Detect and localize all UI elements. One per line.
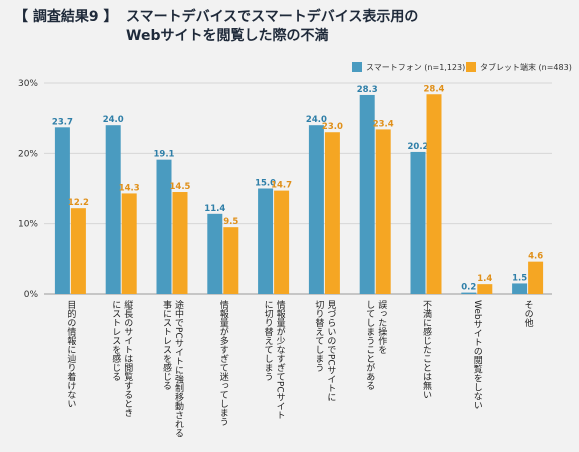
data-label: 28.4 <box>424 84 445 94</box>
data-label: 14.7 <box>271 181 292 191</box>
data-label: 28.3 <box>357 85 378 95</box>
bar-smartphone <box>410 151 426 294</box>
legend-swatch <box>352 62 362 72</box>
x-tick-label: 情報量が少なすぎてPCサイト に切り替えてしまう <box>262 300 285 420</box>
x-tick-label: 見づらいのでPCサイトに 切り替えてしまう <box>313 300 336 402</box>
data-label: 0.2 <box>461 283 476 293</box>
bar-tablet <box>477 284 493 294</box>
data-label: 15.0 <box>255 179 276 189</box>
data-label: 24.0 <box>306 115 327 125</box>
data-label: 12.2 <box>68 198 89 208</box>
x-tick-label: 目的の情報に辿り着けない <box>65 300 76 408</box>
y-tick-label: 20% <box>18 149 38 159</box>
x-tick-label: 途中でPCサイトに強制移動される 事にストレスを感じる <box>161 300 183 438</box>
bar-tablet <box>528 261 544 294</box>
bar-smartphone <box>54 127 70 294</box>
x-tick-label: 縦長のサイトは閲覧するとき にストレスを感じる <box>110 300 133 417</box>
bar-tablet <box>375 129 391 294</box>
bar-smartphone <box>258 188 274 294</box>
bar-tablet <box>172 192 188 294</box>
x-tick-label: Webサイトの閲覧をしない <box>471 300 482 410</box>
title-line-2: Webサイトを閲覧した際の不満 <box>126 28 329 44</box>
bar-smartphone <box>308 125 324 294</box>
data-label: 19.1 <box>154 150 175 160</box>
data-label: 20.2 <box>408 142 429 152</box>
legend-label: スマートフォン (n=1,123) <box>366 63 465 72</box>
title-line-1: スマートデバイスでスマートデバイス表示用の <box>126 9 419 25</box>
data-label: 4.6 <box>528 252 543 262</box>
x-tick-label: 情報量が多すぎて迷ってしまう <box>217 300 228 426</box>
x-tick-label: その他 <box>522 300 533 327</box>
bar-tablet <box>121 193 137 294</box>
legend-label: タブレット端末 (n=483) <box>480 62 572 72</box>
data-label: 23.4 <box>373 119 394 129</box>
bar-smartphone <box>207 213 223 294</box>
bar-tablet <box>223 227 239 294</box>
bar-tablet <box>70 208 86 294</box>
y-tick-label: 30% <box>18 79 38 89</box>
bar-smartphone <box>105 125 121 294</box>
bar-smartphone <box>359 94 375 294</box>
data-label: 23.0 <box>322 122 343 132</box>
bar-smartphone <box>512 283 528 294</box>
bar-tablet <box>324 132 340 294</box>
data-label: 1.4 <box>477 274 492 284</box>
y-tick-label: 10% <box>18 220 38 230</box>
data-label: 24.0 <box>103 115 124 125</box>
data-label: 14.5 <box>170 182 191 192</box>
data-label: 14.3 <box>119 183 140 193</box>
legend-swatch <box>466 62 476 72</box>
chart-title: 【 調査結果9 】 スマートデバイスでスマートデバイス表示用の Webサイトを閲… <box>14 8 574 44</box>
result-tag: 【 調査結果9 】 <box>14 9 118 25</box>
data-label: 11.4 <box>204 204 225 214</box>
bar-tablet <box>274 190 290 294</box>
title-lines: スマートデバイスでスマートデバイス表示用の Webサイトを閲覧した際の不満 <box>126 8 566 46</box>
bar-tablet <box>426 94 442 295</box>
bar-smartphone <box>156 159 172 294</box>
x-tick-label: 誤った操作を してしまうことがある <box>364 300 387 390</box>
data-label: 23.7 <box>52 117 73 127</box>
x-tick-label: 不満に感じたことは無い <box>421 300 431 399</box>
data-label: 1.5 <box>512 273 527 283</box>
bar-smartphone <box>461 292 477 294</box>
y-tick-label: 0% <box>24 290 39 300</box>
data-label: 9.5 <box>223 217 238 227</box>
